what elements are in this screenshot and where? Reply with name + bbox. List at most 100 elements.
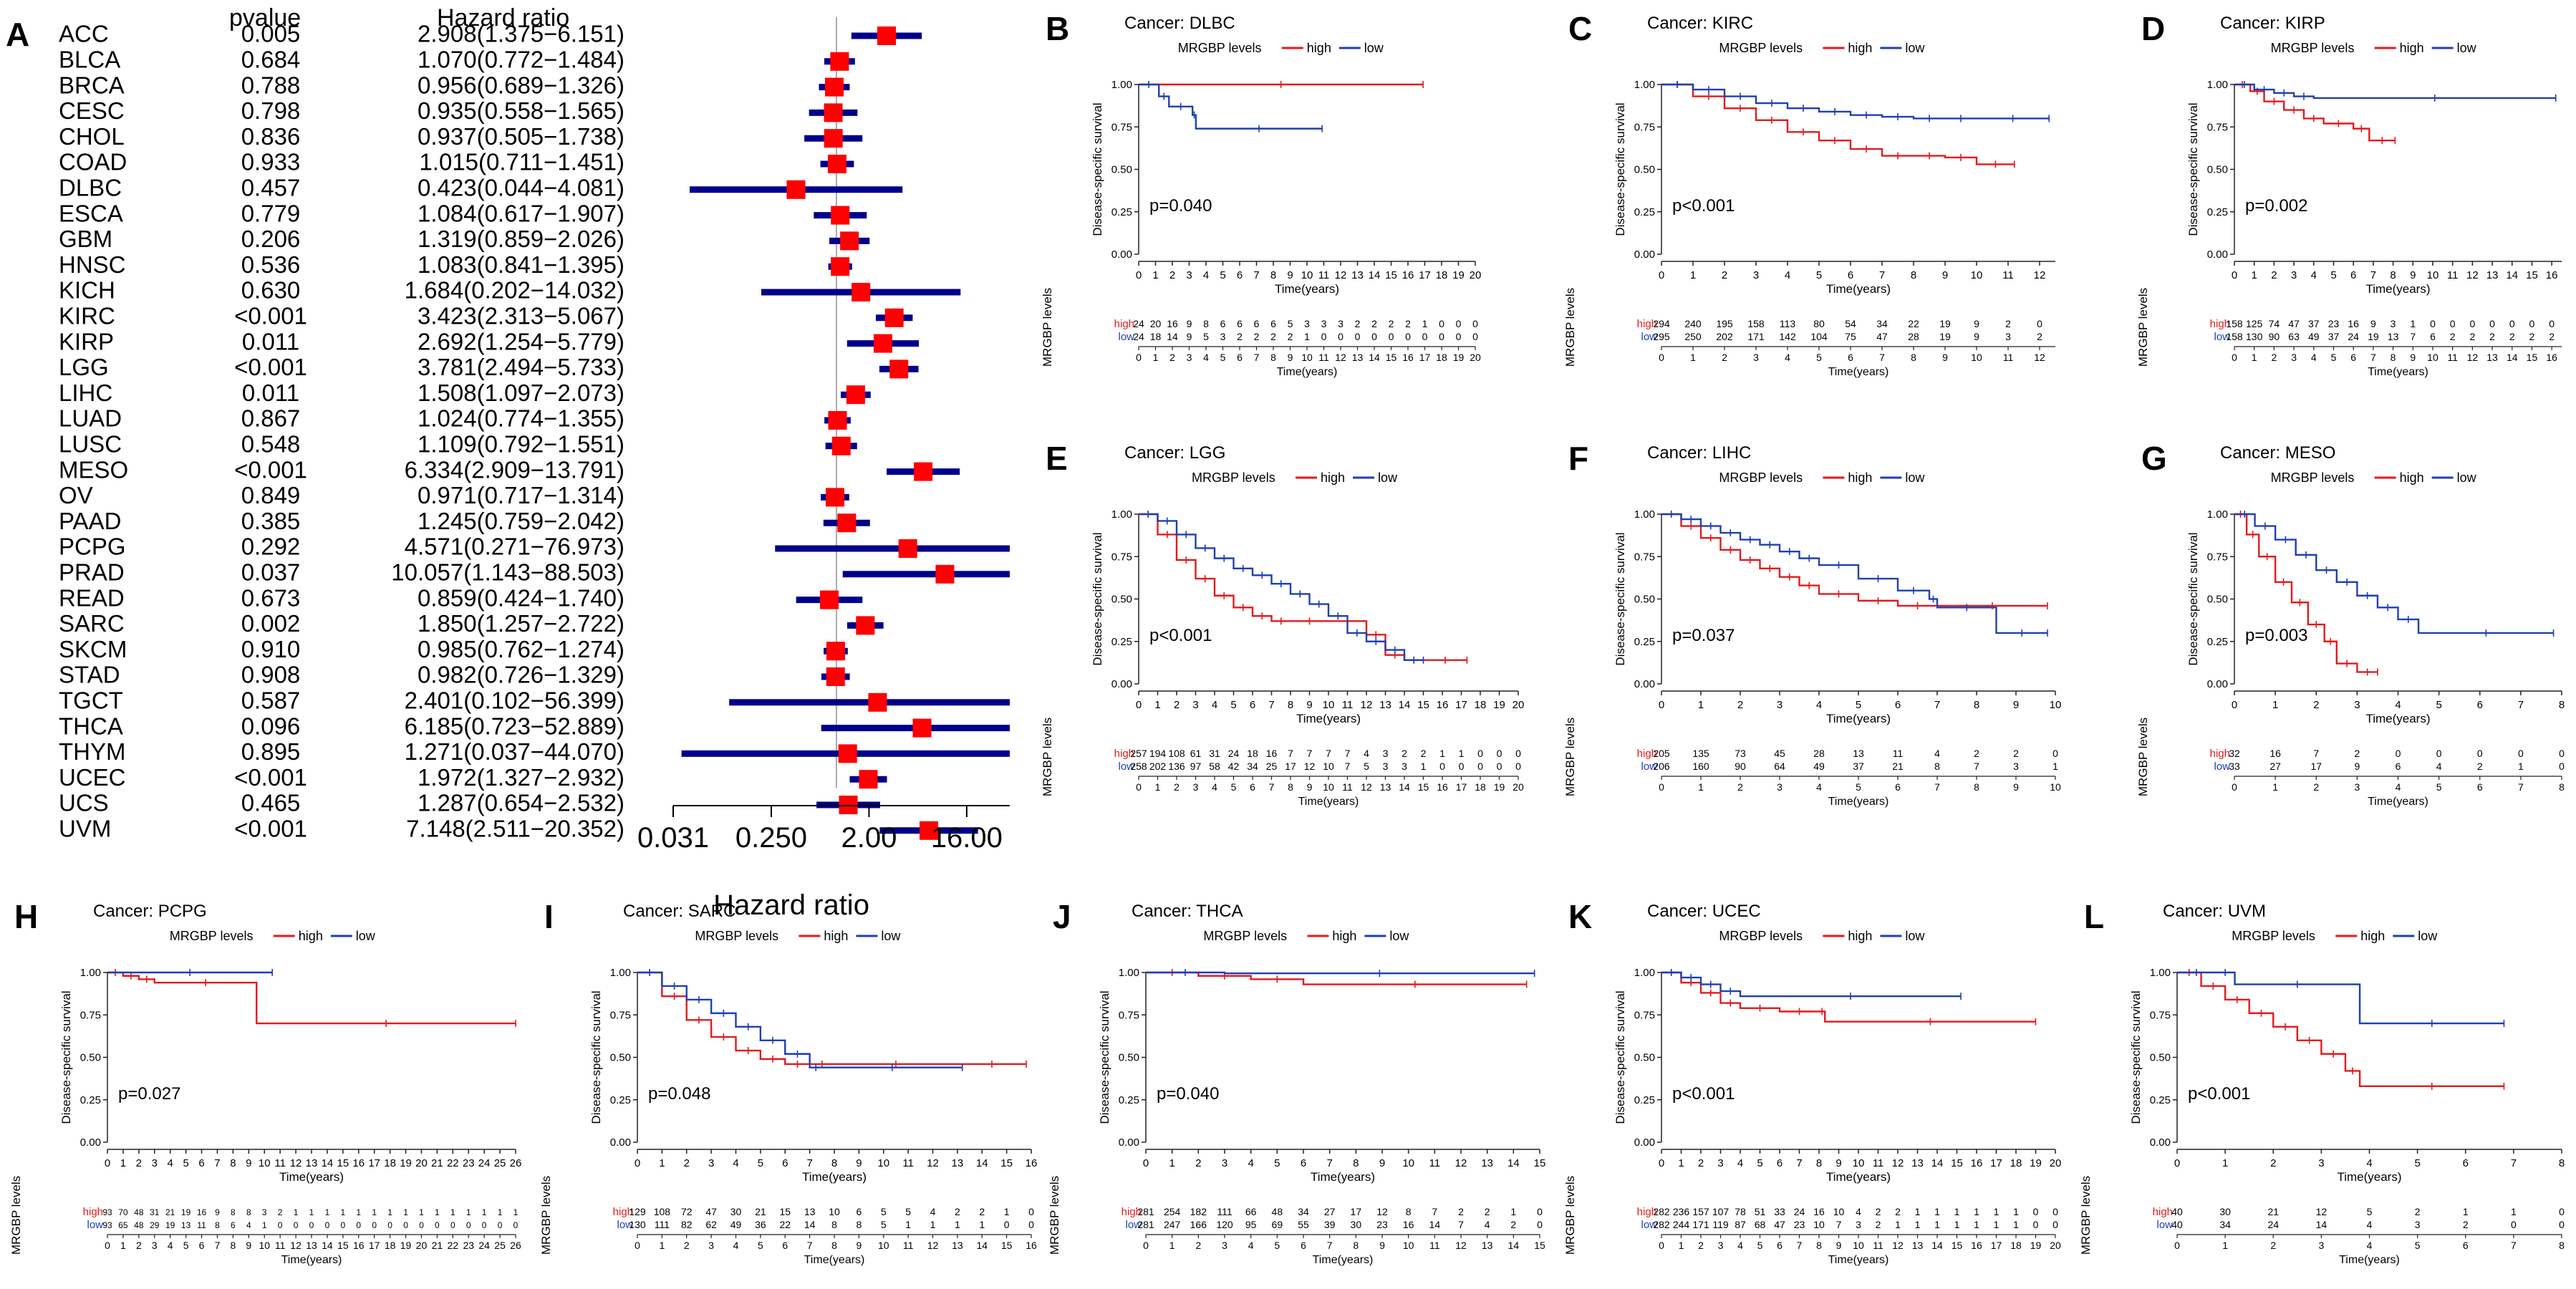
forest-hr-text: 0.937(0.505−1.738) — [418, 123, 624, 150]
risk-x-tick-label: 16 — [1026, 1240, 1037, 1251]
risk-x-tick-label: 2 — [1169, 352, 1175, 363]
risk-count-low: 17 — [2310, 761, 2322, 772]
risk-count-low: 7 — [1974, 761, 1979, 772]
risk-count-low: 37 — [2328, 331, 2340, 342]
risk-count-low: 13 — [181, 1220, 191, 1230]
km-y-tick-label: 0.50 — [610, 1052, 631, 1064]
forest-cancer-label: READ — [59, 584, 125, 611]
km-x-tick-label: 14 — [1508, 1157, 1520, 1169]
risk-row-low-label: low — [617, 1219, 633, 1231]
km-x-tick-label: 16 — [1437, 699, 1449, 711]
km-x-axis-label: Time(years) — [2365, 282, 2430, 296]
risk-count-high: 74 — [2269, 318, 2280, 329]
risk-x-axis-label: Time(years) — [1298, 796, 1359, 808]
risk-count-low: 6 — [2430, 331, 2436, 342]
km-x-tick-label: 17 — [1419, 269, 1431, 281]
risk-x-tick-label: 8 — [1816, 1240, 1822, 1251]
risk-x-tick-label: 7 — [1327, 1240, 1333, 1251]
risk-count-high: 16 — [1167, 318, 1178, 329]
km-x-tick-label: 16 — [2546, 269, 2558, 281]
risk-x-axis-label: Time(years) — [1828, 796, 1889, 808]
km-title: Cancer: DLBC — [1124, 14, 1235, 33]
km-x-tick-label: 0 — [1659, 1157, 1664, 1169]
forest-row: SKCM 0.910 0.985(0.762−1.274) — [59, 636, 848, 662]
risk-count-low: 7 — [1345, 761, 1351, 772]
forest-hr-marker — [830, 52, 849, 71]
risk-count-low: 0 — [2559, 761, 2565, 772]
risk-count-low: 2 — [1270, 331, 1276, 342]
forest-cancer-label: LIHC — [59, 380, 112, 406]
forest-cancer-label: BLCA — [59, 47, 120, 73]
km-x-axis-label: Time(years) — [1296, 712, 1361, 725]
km-y-tick-label: 1.00 — [1111, 79, 1132, 91]
risk-count-high: 61 — [1190, 748, 1202, 759]
km-legend-high-label: high — [1848, 929, 1872, 943]
km-title: Cancer: KIRP — [2220, 14, 2325, 33]
km-x-tick-label: 7 — [1934, 699, 1940, 711]
risk-count-high: 0 — [2450, 318, 2456, 329]
forest-cancer-label: MESO — [59, 456, 128, 483]
risk-x-tick-label: 14 — [1931, 1240, 1943, 1251]
km-y-axis-label: Disease-specific survival — [1613, 102, 1627, 236]
km-legend: MRGBP levels high low — [1719, 929, 1925, 943]
forest-hr-marker — [824, 103, 843, 122]
km-pvalue: p<0.001 — [2188, 1084, 2250, 1104]
forest-hr-text: 2.908(1.375−6.151) — [418, 21, 624, 47]
km-legend-low-label: low — [356, 929, 376, 943]
risk-x-tick-label: 13 — [952, 1240, 963, 1251]
risk-x-axis-label: Time(years) — [2339, 1254, 2400, 1266]
risk-x-tick-label: 3 — [2291, 352, 2297, 363]
risk-count-high: 0 — [2559, 1206, 2565, 1217]
forest-hr-text: 1.015(0.711−1.451) — [419, 149, 624, 175]
forest-hr-marker — [824, 129, 843, 148]
km-title: Cancer: SARC — [623, 902, 735, 921]
risk-x-tick-label: 1 — [659, 1240, 665, 1251]
risk-count-high: 1 — [513, 1207, 518, 1217]
risk-x-tick-label: 0 — [1659, 1240, 1664, 1251]
forest-row: PRAD 0.037 10.057(1.143−88.503) — [59, 559, 1010, 586]
forest-pvalue: 0.465 — [241, 790, 301, 816]
risk-count-low: 27 — [2269, 761, 2281, 772]
km-x-tick-label: 8 — [1911, 269, 1916, 281]
km-x-tick-label: 6 — [1237, 269, 1243, 281]
risk-x-tick-label: 6 — [199, 1240, 205, 1251]
risk-count-high: 1 — [294, 1207, 299, 1217]
forest-cancer-label: LUAD — [59, 405, 122, 432]
km-x-tick-label: 11 — [274, 1157, 286, 1169]
forest-row: KIRP 0.011 2.692(1.254−5.779) — [59, 328, 920, 354]
risk-count-high: 0 — [1028, 1206, 1034, 1217]
risk-count-low: 33 — [2229, 761, 2240, 772]
km-x-tick-label: 23 — [463, 1157, 475, 1169]
risk-count-high: 0 — [1439, 318, 1444, 329]
km-x-tick-label: 11 — [1873, 1157, 1884, 1169]
risk-x-tick-label: 4 — [1203, 352, 1209, 363]
risk-count-high: 2 — [1458, 1206, 1464, 1217]
risk-count-low: 4 — [2367, 1219, 2373, 1230]
risk-count-high: 7 — [2313, 748, 2319, 759]
km-x-tick-label: 13 — [1911, 1157, 1924, 1169]
risk-row-low-label: low — [1641, 761, 1657, 773]
risk-count-low: 3 — [2005, 331, 2011, 342]
forest-hr-marker — [824, 77, 844, 97]
km-curve-high — [1661, 513, 2047, 607]
forest-pvalue: <0.001 — [234, 303, 307, 329]
km-legend-low-label: low — [2457, 41, 2477, 55]
km-x-tick-label: 2 — [1174, 699, 1180, 711]
km-x-tick-label: 0 — [1136, 269, 1142, 281]
km-x-tick-label: 8 — [230, 1157, 236, 1169]
risk-count-high: 3 — [1304, 318, 1310, 329]
km-x-tick-label: 12 — [1455, 1157, 1467, 1169]
km-title: Cancer: UVM — [2163, 902, 2266, 921]
risk-count-high: 4 — [1934, 748, 1940, 759]
km-x-tick-label: 10 — [1971, 269, 1983, 281]
risk-count-high: 1 — [1439, 748, 1445, 759]
risk-count-low: 111 — [655, 1219, 670, 1230]
km-x-tick-label: 10 — [2427, 269, 2439, 281]
risk-x-tick-label: 6 — [1848, 352, 1853, 363]
km-y-tick-label: 0.75 — [1111, 551, 1132, 563]
km-x-tick-label: 8 — [831, 1157, 837, 1169]
forest-x-axis: 0.031 0.250 2.00 16.00 — [637, 805, 1010, 854]
risk-count-low: 2 — [1876, 1219, 1881, 1230]
risk-count-high: 111 — [1217, 1206, 1232, 1217]
km-y-tick-label: 0.00 — [2207, 248, 2228, 261]
